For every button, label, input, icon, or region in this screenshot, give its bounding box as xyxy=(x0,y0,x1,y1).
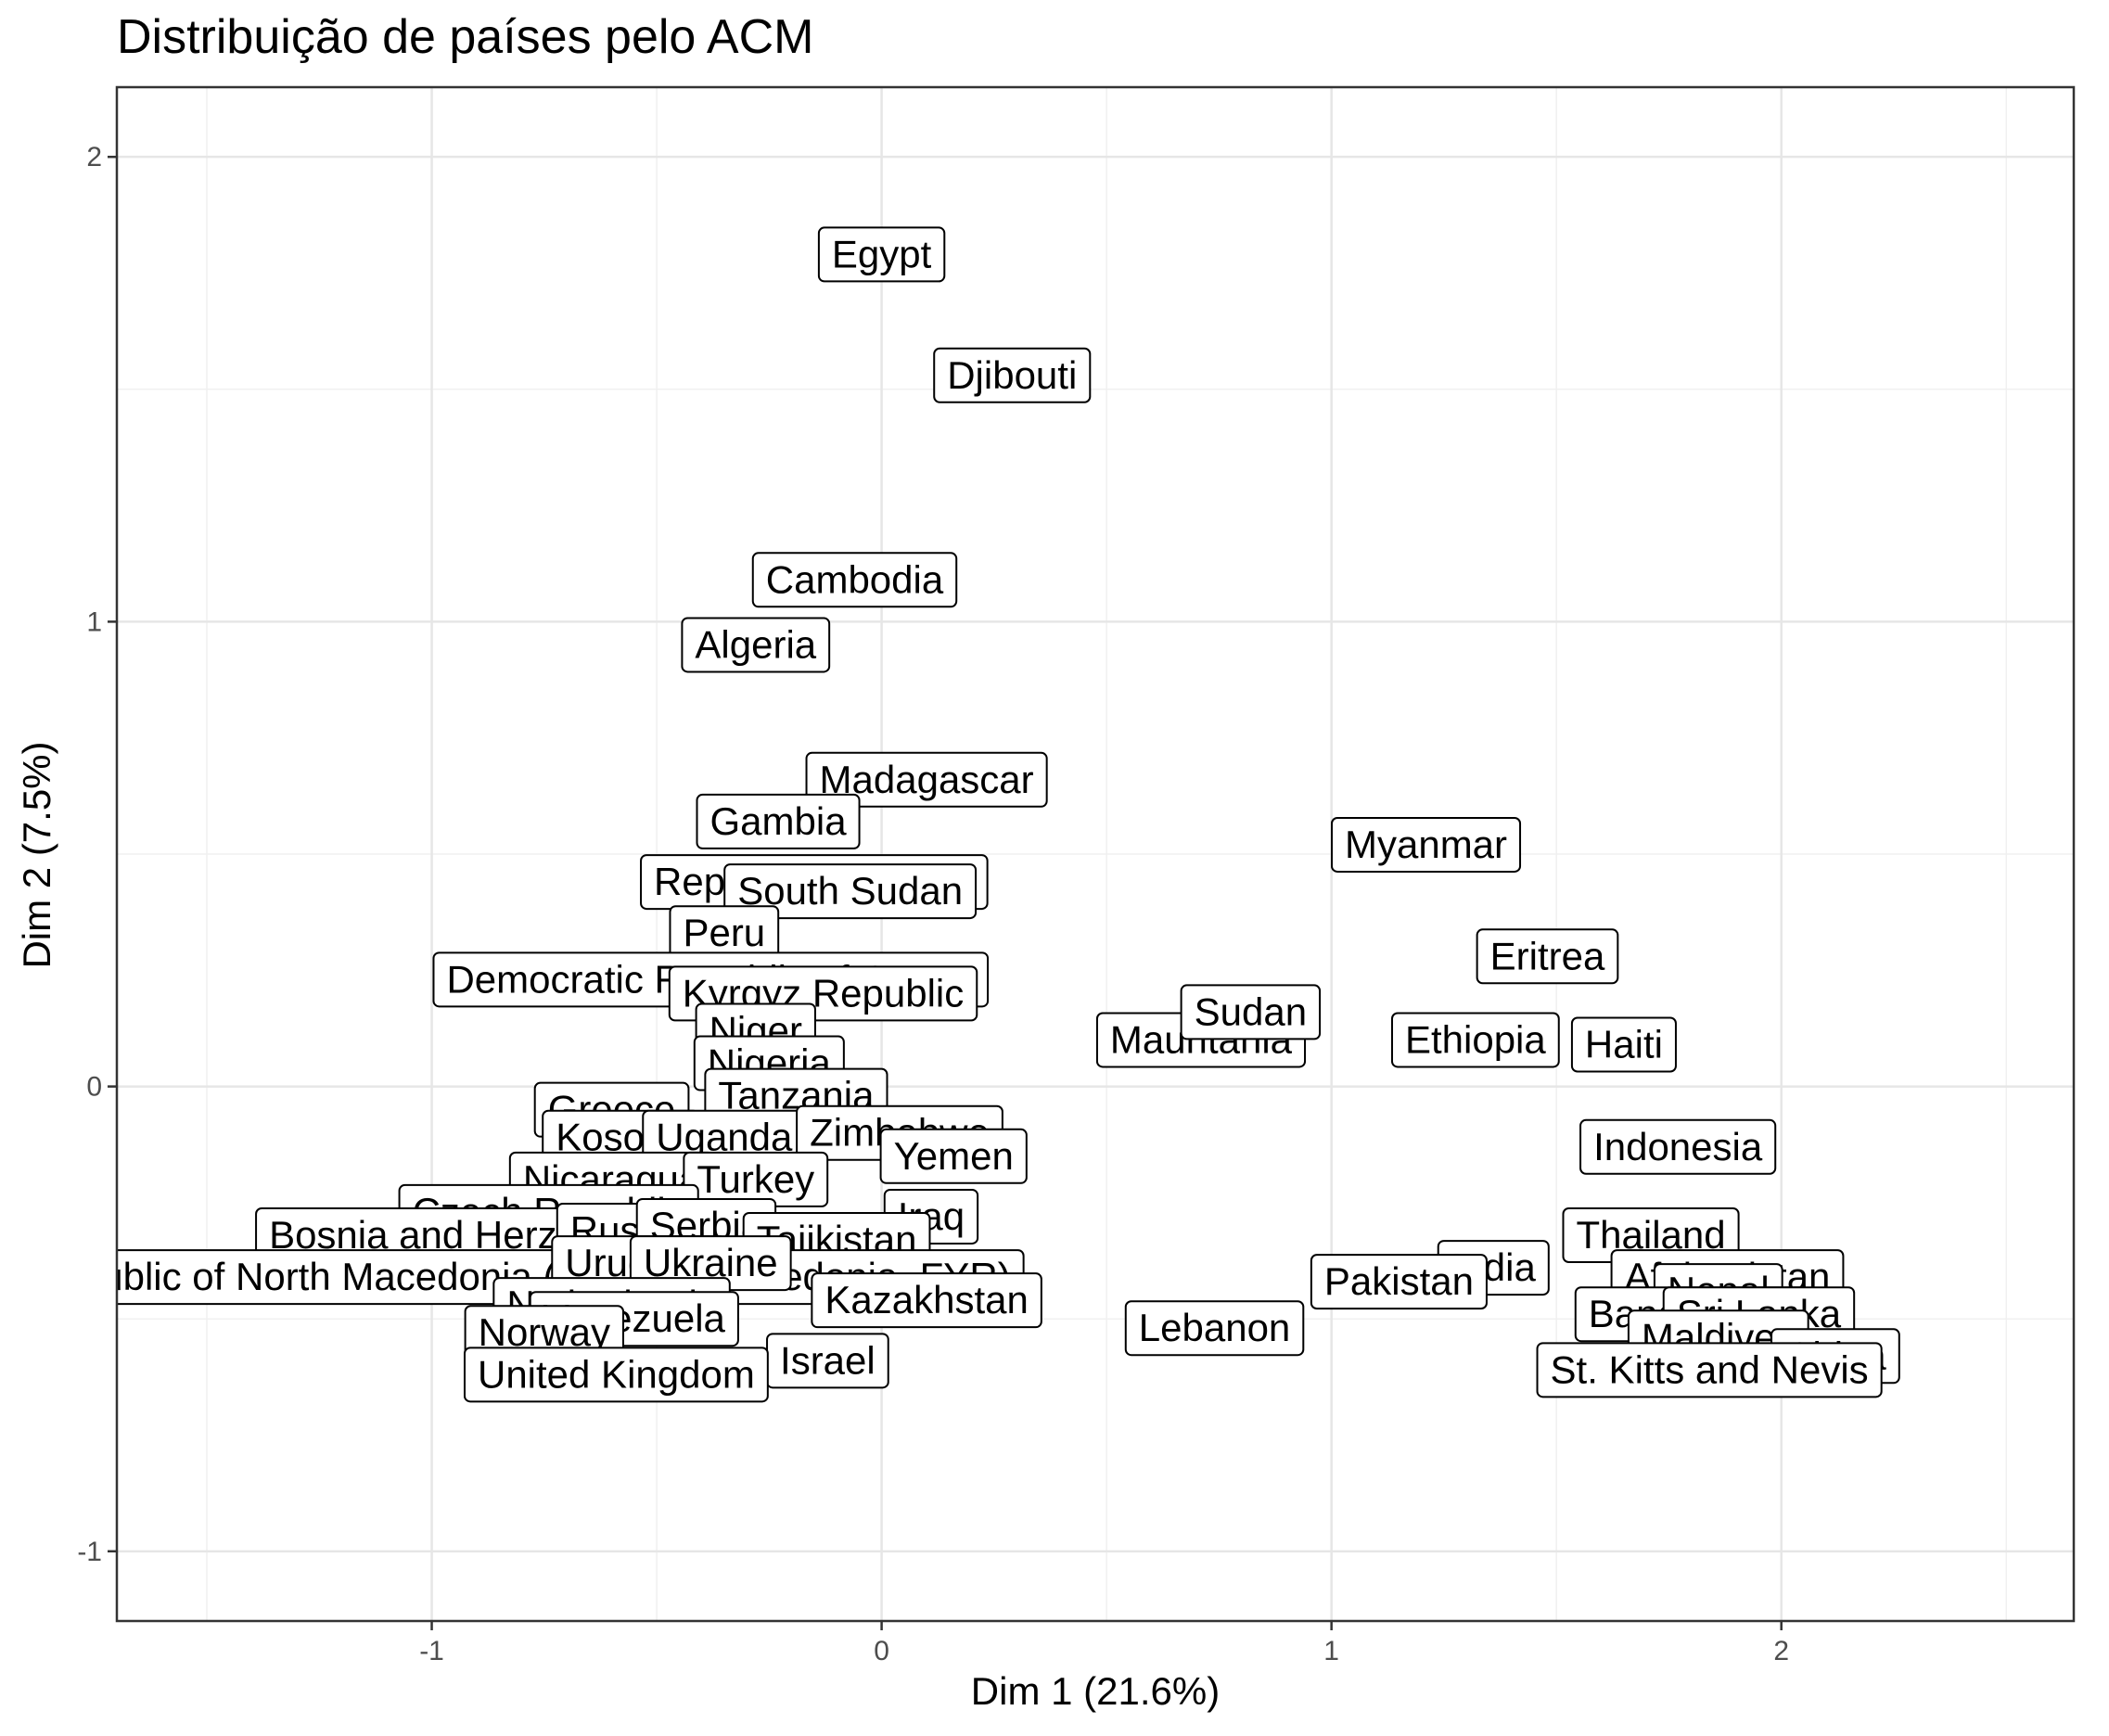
label-box xyxy=(696,793,861,849)
y-tick-label: -1 xyxy=(77,1537,102,1567)
label-box xyxy=(817,226,946,283)
label-box xyxy=(681,617,831,673)
point-label: Lebanon xyxy=(1124,1300,1305,1357)
y-tick-label: 0 xyxy=(86,1072,102,1103)
point-label: Haiti xyxy=(1570,1016,1677,1073)
point-label-text: Turkey xyxy=(697,1157,814,1201)
chart-title: Distribuição de países pelo ACM xyxy=(117,10,814,64)
label-box xyxy=(1180,984,1322,1040)
point-label-text: Indonesia xyxy=(1593,1125,1763,1168)
point-label: Kazakhstan xyxy=(811,1272,1042,1329)
point-label: Pakistan xyxy=(1310,1254,1488,1310)
point-label: Algeria xyxy=(681,617,831,673)
point-label-text: United Kingdom xyxy=(478,1352,755,1396)
point-label-text: Israel xyxy=(780,1338,876,1382)
point-label: United Kingdom xyxy=(463,1347,769,1403)
label-box xyxy=(805,751,1048,808)
x-tick-label: -1 xyxy=(419,1636,444,1666)
point-label-text: Algeria xyxy=(695,622,816,666)
x-axis-title: Dim 1 (21.6%) xyxy=(970,1669,1221,1713)
label-box xyxy=(879,1128,1028,1184)
point-label-text: South Sudan xyxy=(737,869,963,913)
point-label-text: Gambia xyxy=(710,799,848,843)
point-label-text: Cambodia xyxy=(766,557,944,601)
point-label: Norway xyxy=(464,1305,624,1361)
point-label-text: Yemen xyxy=(894,1134,1014,1178)
point-label: Egypt xyxy=(817,226,946,283)
point-label: Cambodia xyxy=(751,552,958,608)
label-box xyxy=(1310,1254,1488,1310)
y-axis-title: Dim 2 (7.5%) xyxy=(15,741,58,969)
label-box xyxy=(811,1272,1042,1329)
plot-panel-border xyxy=(115,85,2076,1623)
point-label-text: Haiti xyxy=(1585,1022,1663,1066)
x-tick-label: 2 xyxy=(1773,1636,1789,1666)
point-label: Peru xyxy=(669,905,780,962)
label-box xyxy=(1476,928,1619,985)
point-label: Yemen xyxy=(879,1128,1028,1184)
point-label: Thailand xyxy=(1562,1206,1740,1263)
point-label: Madagascar xyxy=(805,751,1048,808)
point-label: Djibouti xyxy=(933,347,1092,403)
label-box xyxy=(1330,816,1522,873)
label-box xyxy=(751,552,958,608)
point-label-text: Peru xyxy=(683,911,765,954)
label-box xyxy=(1124,1300,1305,1357)
point-label-text: Myanmar xyxy=(1345,823,1507,866)
point-label: South Sudan xyxy=(723,863,978,920)
point-label: Myanmar xyxy=(1330,816,1522,873)
y-tick-label: 1 xyxy=(86,606,102,637)
point-label: Israel xyxy=(766,1333,889,1389)
point-label-text: Egypt xyxy=(832,232,932,275)
point-labels: Egypt Djibouti Cambodia Algeria MadagascarGa… xyxy=(117,226,1900,1403)
point-label: Indonesia xyxy=(1579,1118,1777,1175)
x-tick-label: 0 xyxy=(874,1636,889,1666)
point-label-text: Ethiopia xyxy=(1405,1017,1546,1061)
point-label: St. Kitts and Nevis xyxy=(1536,1342,1883,1398)
point-label-text: Pakistan xyxy=(1324,1259,1474,1303)
label-box xyxy=(463,1347,769,1403)
point-label-text: Sudan xyxy=(1195,989,1307,1033)
point-label: Turkey xyxy=(683,1151,829,1207)
label-box xyxy=(1390,1012,1560,1068)
point-label: Eritrea xyxy=(1476,928,1619,985)
label-box xyxy=(933,347,1092,403)
point-label-text: Djibouti xyxy=(947,353,1077,397)
point-label-text: Lebanon xyxy=(1139,1306,1291,1349)
x-tick-label: 1 xyxy=(1323,1636,1339,1666)
y-tick-label: 2 xyxy=(86,142,102,172)
point-label: Ethiopia xyxy=(1390,1012,1560,1068)
label-box xyxy=(723,863,978,920)
label-box xyxy=(1536,1342,1883,1398)
axis-ticks: -1 0 1 2 -1 0 1 2 xyxy=(77,142,1789,1666)
point-label: Sudan xyxy=(1180,984,1322,1040)
point-label-text: Eritrea xyxy=(1490,934,1605,977)
point-label-text: Kazakhstan xyxy=(824,1278,1028,1321)
point-label-text: Madagascar xyxy=(820,758,1034,801)
label-box xyxy=(1579,1118,1777,1175)
point-label: Gambia xyxy=(696,793,861,849)
point-label-text: St. Kitts and Nevis xyxy=(1551,1347,1869,1391)
label-box xyxy=(1570,1016,1677,1073)
